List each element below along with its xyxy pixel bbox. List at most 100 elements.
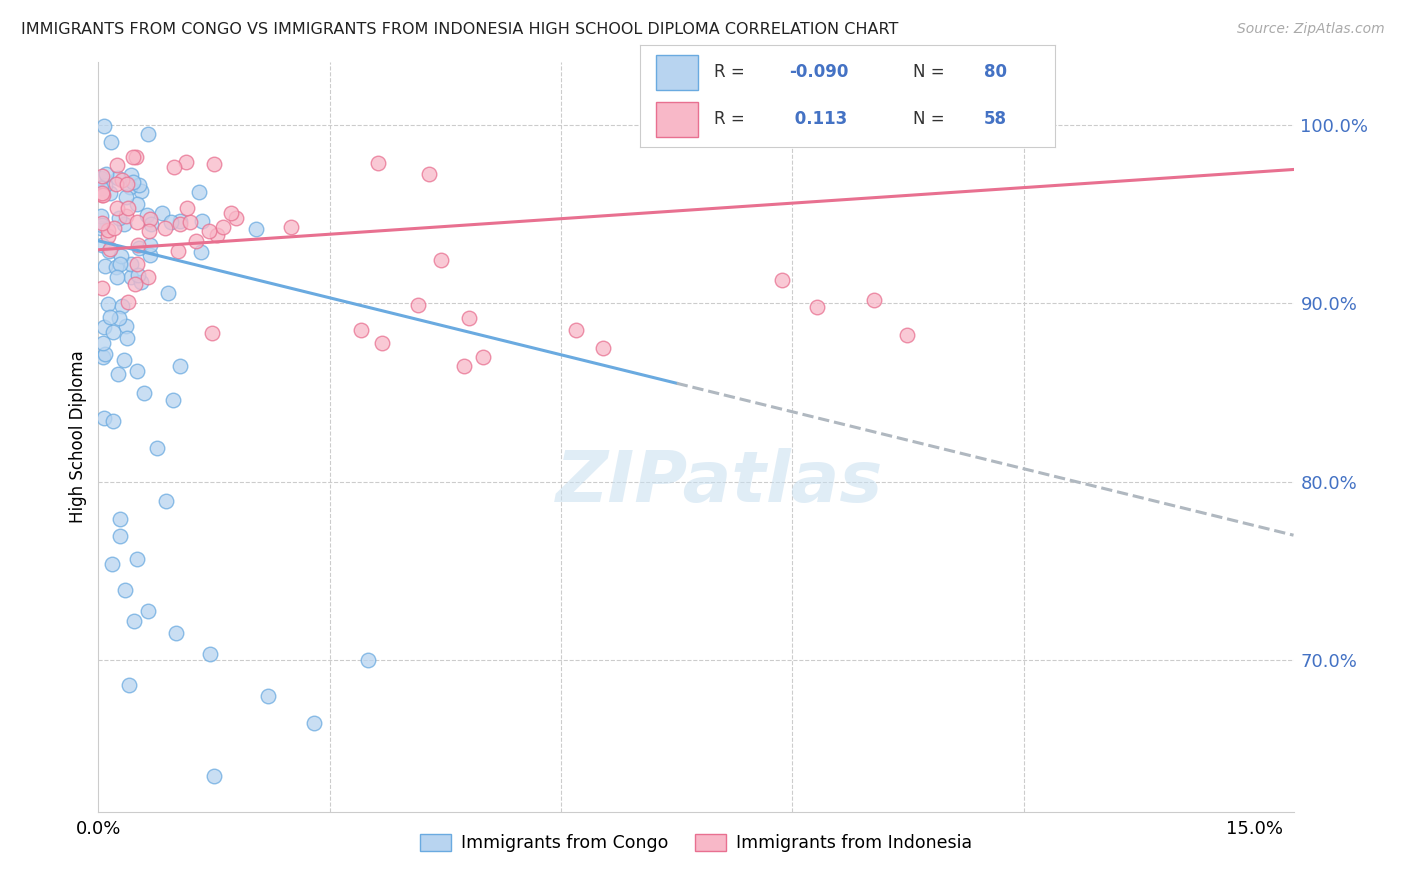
- Point: [91, 215, 114, 229]
- Point: [163, 160, 186, 174]
- Point: [153, 221, 176, 235]
- Point: [125, 150, 148, 164]
- Point: [127, 196, 149, 211]
- Point: [219, 205, 242, 219]
- Point: [108, 512, 131, 526]
- Point: [111, 173, 134, 187]
- Point: [114, 582, 136, 597]
- Point: [136, 604, 159, 618]
- Point: [115, 190, 138, 204]
- Point: [139, 212, 162, 227]
- Point: [418, 167, 440, 181]
- Point: [136, 269, 159, 284]
- Text: R =: R =: [714, 111, 751, 128]
- Point: [350, 323, 373, 337]
- Point: [179, 215, 201, 229]
- Text: 0.113: 0.113: [789, 111, 848, 128]
- Point: [108, 211, 131, 225]
- Point: [122, 151, 145, 165]
- Point: [105, 201, 128, 215]
- Point: [94, 259, 117, 273]
- Point: [91, 187, 114, 202]
- Point: [90, 238, 112, 252]
- Point: [107, 367, 129, 381]
- Point: [138, 248, 160, 262]
- Point: [202, 769, 225, 783]
- Text: IMMIGRANTS FROM CONGO VS IMMIGRANTS FROM INDONESIA HIGH SCHOOL DIPLOMA CORRELATI: IMMIGRANTS FROM CONGO VS IMMIGRANTS FROM…: [21, 22, 898, 37]
- Point: [97, 229, 120, 244]
- Legend: Immigrants from Congo, Immigrants from Indonesia: Immigrants from Congo, Immigrants from I…: [412, 827, 980, 859]
- Point: [127, 268, 149, 282]
- Point: [98, 310, 121, 324]
- Point: [169, 359, 191, 373]
- Point: [98, 242, 121, 256]
- Point: [770, 273, 793, 287]
- Point: [430, 252, 453, 267]
- Point: [138, 224, 160, 238]
- Point: [93, 320, 115, 334]
- Point: [127, 238, 149, 252]
- Point: [125, 364, 148, 378]
- Point: [108, 529, 131, 543]
- Point: [107, 170, 129, 185]
- Point: [190, 213, 212, 227]
- Text: R =: R =: [714, 63, 751, 81]
- Point: [122, 175, 145, 189]
- Point: [187, 185, 209, 199]
- Point: [93, 410, 115, 425]
- Point: [145, 442, 167, 456]
- Point: [592, 341, 614, 355]
- Point: [110, 249, 132, 263]
- Point: [139, 218, 162, 232]
- Point: [184, 234, 207, 248]
- Point: [357, 653, 380, 667]
- Point: [863, 293, 886, 307]
- Point: [367, 155, 389, 169]
- Text: Source: ZipAtlas.com: Source: ZipAtlas.com: [1237, 22, 1385, 37]
- Point: [105, 157, 128, 171]
- Point: [896, 328, 918, 343]
- Point: [103, 220, 125, 235]
- Point: [117, 331, 139, 345]
- Point: [565, 323, 588, 337]
- Point: [120, 179, 142, 194]
- Point: [205, 227, 228, 242]
- Point: [169, 213, 191, 227]
- Point: [117, 294, 139, 309]
- Point: [159, 215, 181, 229]
- Point: [100, 135, 122, 149]
- Point: [111, 300, 134, 314]
- Point: [118, 678, 141, 692]
- Point: [458, 310, 481, 325]
- Point: [108, 257, 131, 271]
- Text: 80: 80: [984, 63, 1007, 81]
- Point: [97, 223, 120, 237]
- Text: N =: N =: [914, 63, 950, 81]
- Point: [162, 392, 184, 407]
- Point: [150, 206, 173, 220]
- Point: [125, 257, 148, 271]
- Point: [806, 300, 828, 314]
- Text: 58: 58: [984, 111, 1007, 128]
- Point: [105, 177, 128, 191]
- Point: [108, 311, 131, 326]
- Point: [90, 180, 112, 194]
- Point: [128, 178, 150, 192]
- Point: [90, 209, 112, 223]
- Point: [90, 218, 112, 232]
- Point: [129, 184, 152, 198]
- Point: [90, 221, 112, 235]
- Bar: [657, 102, 697, 137]
- Point: [453, 359, 475, 373]
- Point: [165, 626, 187, 640]
- Y-axis label: High School Diploma: High School Diploma: [69, 351, 87, 524]
- Point: [304, 715, 326, 730]
- Point: [103, 325, 125, 339]
- Point: [471, 350, 494, 364]
- Point: [174, 154, 197, 169]
- Point: [98, 244, 121, 258]
- Point: [93, 120, 115, 134]
- Point: [115, 177, 138, 191]
- Point: [105, 270, 128, 285]
- Point: [245, 222, 267, 236]
